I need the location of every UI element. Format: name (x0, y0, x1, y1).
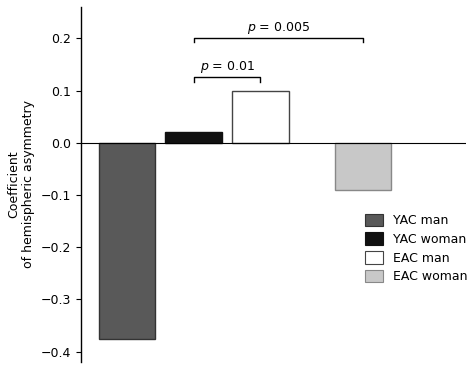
Legend: YAC man, YAC woman, EAC man, EAC woman: YAC man, YAC woman, EAC man, EAC woman (365, 214, 467, 283)
Text: $p$ = 0.005: $p$ = 0.005 (247, 20, 310, 36)
Bar (165, 132, 222, 143)
Y-axis label: Coefficient
of hemispheric asymmetry: Coefficient of hemispheric asymmetry (7, 100, 35, 269)
Bar (232, 90, 289, 143)
Text: $p$ = 0.01: $p$ = 0.01 (200, 59, 255, 75)
Bar (99, 143, 155, 338)
Bar (335, 143, 392, 190)
